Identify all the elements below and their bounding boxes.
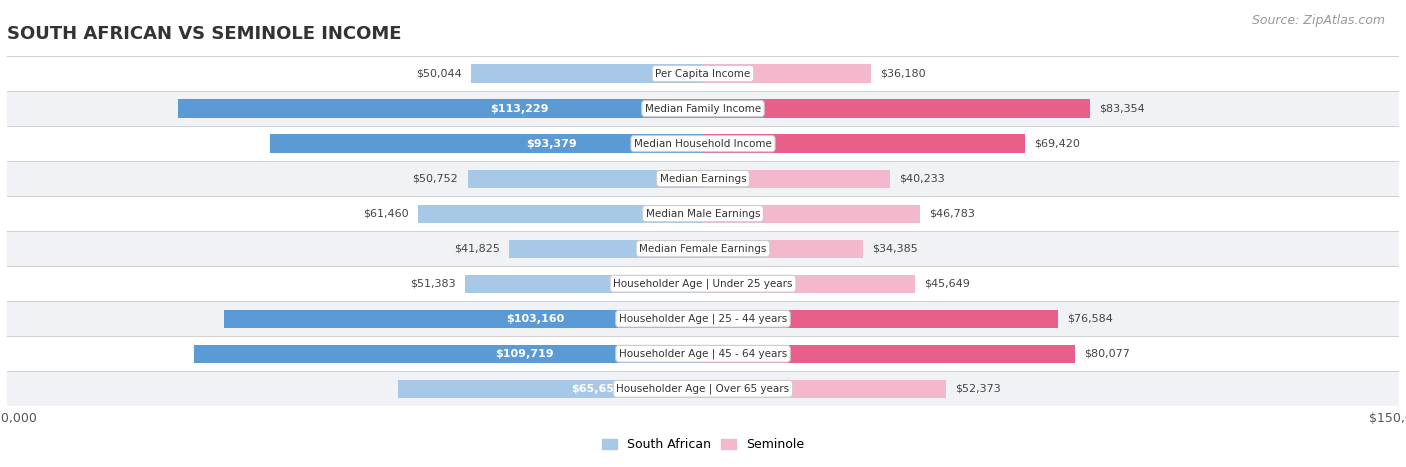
Bar xyxy=(703,134,1025,153)
Text: Source: ZipAtlas.com: Source: ZipAtlas.com xyxy=(1251,14,1385,27)
Text: Per Capita Income: Per Capita Income xyxy=(655,69,751,78)
Text: $34,385: $34,385 xyxy=(872,244,918,254)
Text: Median Female Earnings: Median Female Earnings xyxy=(640,244,766,254)
Bar xyxy=(7,161,1399,196)
Bar xyxy=(7,336,1399,371)
Bar xyxy=(703,275,915,293)
Bar xyxy=(509,240,703,258)
Bar xyxy=(7,196,1399,231)
Bar xyxy=(703,345,1074,363)
Text: Median Household Income: Median Household Income xyxy=(634,139,772,149)
Bar xyxy=(703,64,870,83)
Text: $83,354: $83,354 xyxy=(1099,104,1144,113)
Text: Householder Age | 45 - 64 years: Householder Age | 45 - 64 years xyxy=(619,348,787,359)
Bar xyxy=(7,371,1399,406)
Text: $46,783: $46,783 xyxy=(929,209,976,219)
Bar xyxy=(7,91,1399,126)
Text: $40,233: $40,233 xyxy=(898,174,945,184)
Text: SOUTH AFRICAN VS SEMINOLE INCOME: SOUTH AFRICAN VS SEMINOLE INCOME xyxy=(7,25,402,43)
Bar xyxy=(464,275,703,293)
Text: Householder Age | Over 65 years: Householder Age | Over 65 years xyxy=(616,383,790,394)
Text: $50,752: $50,752 xyxy=(412,174,458,184)
Bar xyxy=(703,240,862,258)
Text: Householder Age | Under 25 years: Householder Age | Under 25 years xyxy=(613,278,793,289)
Text: $109,719: $109,719 xyxy=(495,349,554,359)
Bar xyxy=(703,205,920,223)
Bar xyxy=(225,310,703,328)
Text: $76,584: $76,584 xyxy=(1067,314,1114,324)
Text: $61,460: $61,460 xyxy=(363,209,409,219)
Text: $69,420: $69,420 xyxy=(1035,139,1080,149)
Bar xyxy=(7,231,1399,266)
Bar xyxy=(7,266,1399,301)
Bar xyxy=(7,56,1399,91)
Bar xyxy=(7,301,1399,336)
Bar xyxy=(418,205,703,223)
Text: Median Earnings: Median Earnings xyxy=(659,174,747,184)
Text: $65,652: $65,652 xyxy=(571,384,621,394)
Bar xyxy=(703,170,890,188)
Bar xyxy=(194,345,703,363)
Text: Householder Age | 25 - 44 years: Householder Age | 25 - 44 years xyxy=(619,313,787,324)
Bar xyxy=(471,64,703,83)
Bar xyxy=(703,380,946,398)
Text: $45,649: $45,649 xyxy=(924,279,970,289)
Text: $51,383: $51,383 xyxy=(409,279,456,289)
Bar xyxy=(398,380,703,398)
Text: Median Male Earnings: Median Male Earnings xyxy=(645,209,761,219)
Bar xyxy=(7,126,1399,161)
Bar xyxy=(703,310,1059,328)
Text: Median Family Income: Median Family Income xyxy=(645,104,761,113)
Text: $41,825: $41,825 xyxy=(454,244,499,254)
Bar xyxy=(177,99,703,118)
Bar xyxy=(468,170,703,188)
Text: $113,229: $113,229 xyxy=(489,104,548,113)
Bar xyxy=(270,134,703,153)
Text: $36,180: $36,180 xyxy=(880,69,925,78)
Text: $50,044: $50,044 xyxy=(416,69,461,78)
Text: $103,160: $103,160 xyxy=(506,314,565,324)
Text: $93,379: $93,379 xyxy=(526,139,576,149)
Legend: South African, Seminole: South African, Seminole xyxy=(598,433,808,456)
Bar xyxy=(703,99,1090,118)
Text: $80,077: $80,077 xyxy=(1084,349,1129,359)
Text: $52,373: $52,373 xyxy=(955,384,1001,394)
